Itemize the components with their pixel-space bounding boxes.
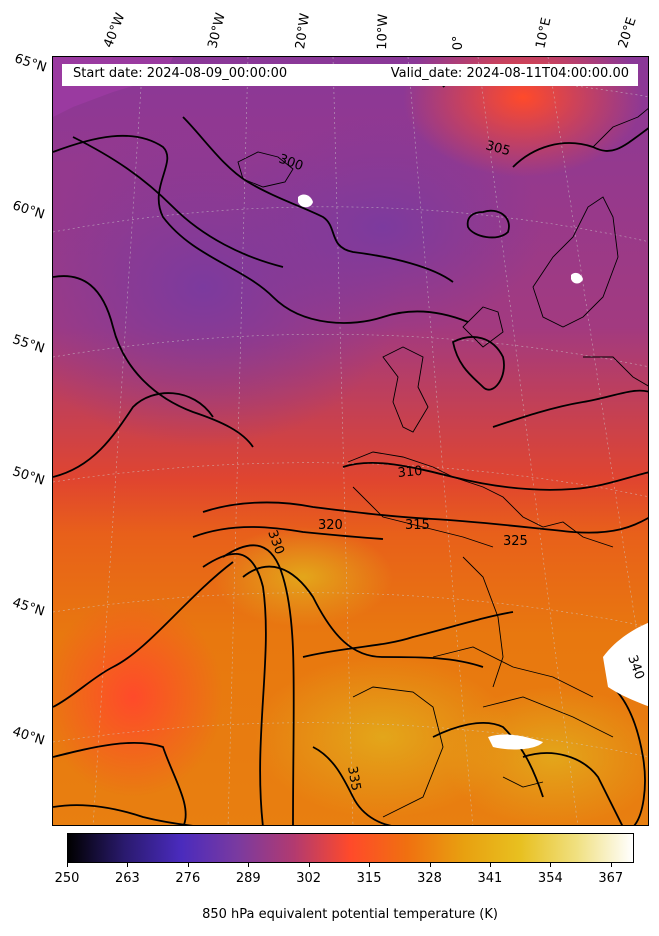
contour-label-310: 310 [397, 464, 423, 481]
lon-label-10w: 10°W [375, 13, 392, 50]
colorbar-tick-label: 328 [417, 871, 442, 886]
lat-label-45n: 45°N [10, 595, 47, 620]
lon-label-0: 0° [450, 35, 466, 51]
lat-label-50n: 50°N [10, 464, 47, 489]
date-header-box [62, 64, 638, 86]
contour-label-335: 335 [344, 765, 363, 792]
colorbar-tick [550, 863, 552, 867]
warm-region-bay-of-biscay [213, 527, 393, 627]
colorbar-tick-label: 302 [296, 871, 322, 886]
lat-label-65n: 65°N [12, 51, 49, 76]
colorbar-tick-label: 250 [54, 871, 80, 886]
lat-label-40n: 40°N [10, 724, 47, 749]
colorbar-tick-label: 289 [235, 871, 261, 886]
cold-region-iceland [223, 117, 543, 337]
map-panel: 300 305 310 315 320 325 330 335 340 [52, 56, 649, 826]
colorbar [67, 833, 634, 863]
colorbar-tick [308, 863, 310, 867]
start-date-label: Start date: 2024-08-09_00:00:00 [73, 66, 288, 81]
contour-label-320: 320 [318, 518, 343, 533]
colorbar-tick [429, 863, 431, 867]
valid-date-label: Valid_date: 2024-08-11T04:00:00.00 [390, 66, 629, 81]
lon-label-20w: 20°W [293, 12, 313, 50]
colorbar-tick-label: 263 [114, 871, 140, 886]
contour-label-315: 315 [405, 518, 430, 533]
contour-label-group: 300 305 310 315 320 325 330 335 340 [264, 138, 647, 792]
lon-label-20e: 20°E [615, 15, 640, 51]
warm-region-italy [443, 687, 648, 825]
colorbar-tick-label: 315 [356, 871, 382, 886]
theta-e-field-map: 300 305 310 315 320 325 330 335 340 [53, 57, 648, 825]
colorbar-tick [187, 863, 189, 867]
colorbar-tick [610, 863, 612, 867]
colorbar-title: 850 hPa equivalent potential temperature… [202, 907, 498, 922]
colorbar-tick-label: 354 [537, 871, 563, 886]
colorbar-tick [248, 863, 250, 867]
lat-label-60n: 60°N [10, 198, 47, 223]
contour-label-305: 305 [484, 138, 512, 159]
contours [53, 64, 648, 825]
colorbar-tick-label: 341 [477, 871, 503, 886]
colorbar-tick-label: 367 [598, 871, 624, 886]
contour-label-325: 325 [503, 534, 528, 549]
colorbar-tick [127, 863, 129, 867]
colorbar-tick [67, 863, 68, 867]
colorbar-tick-label: 276 [175, 871, 201, 886]
lon-label-30w: 30°W [205, 11, 229, 50]
colorbar-tick [369, 863, 371, 867]
colorbar-tick [489, 863, 491, 867]
lon-label-40w: 40°W [101, 11, 129, 50]
coastlines [237, 108, 648, 818]
lon-label-10e: 10°E [533, 16, 555, 51]
lat-label-55n: 55°N [10, 332, 47, 357]
